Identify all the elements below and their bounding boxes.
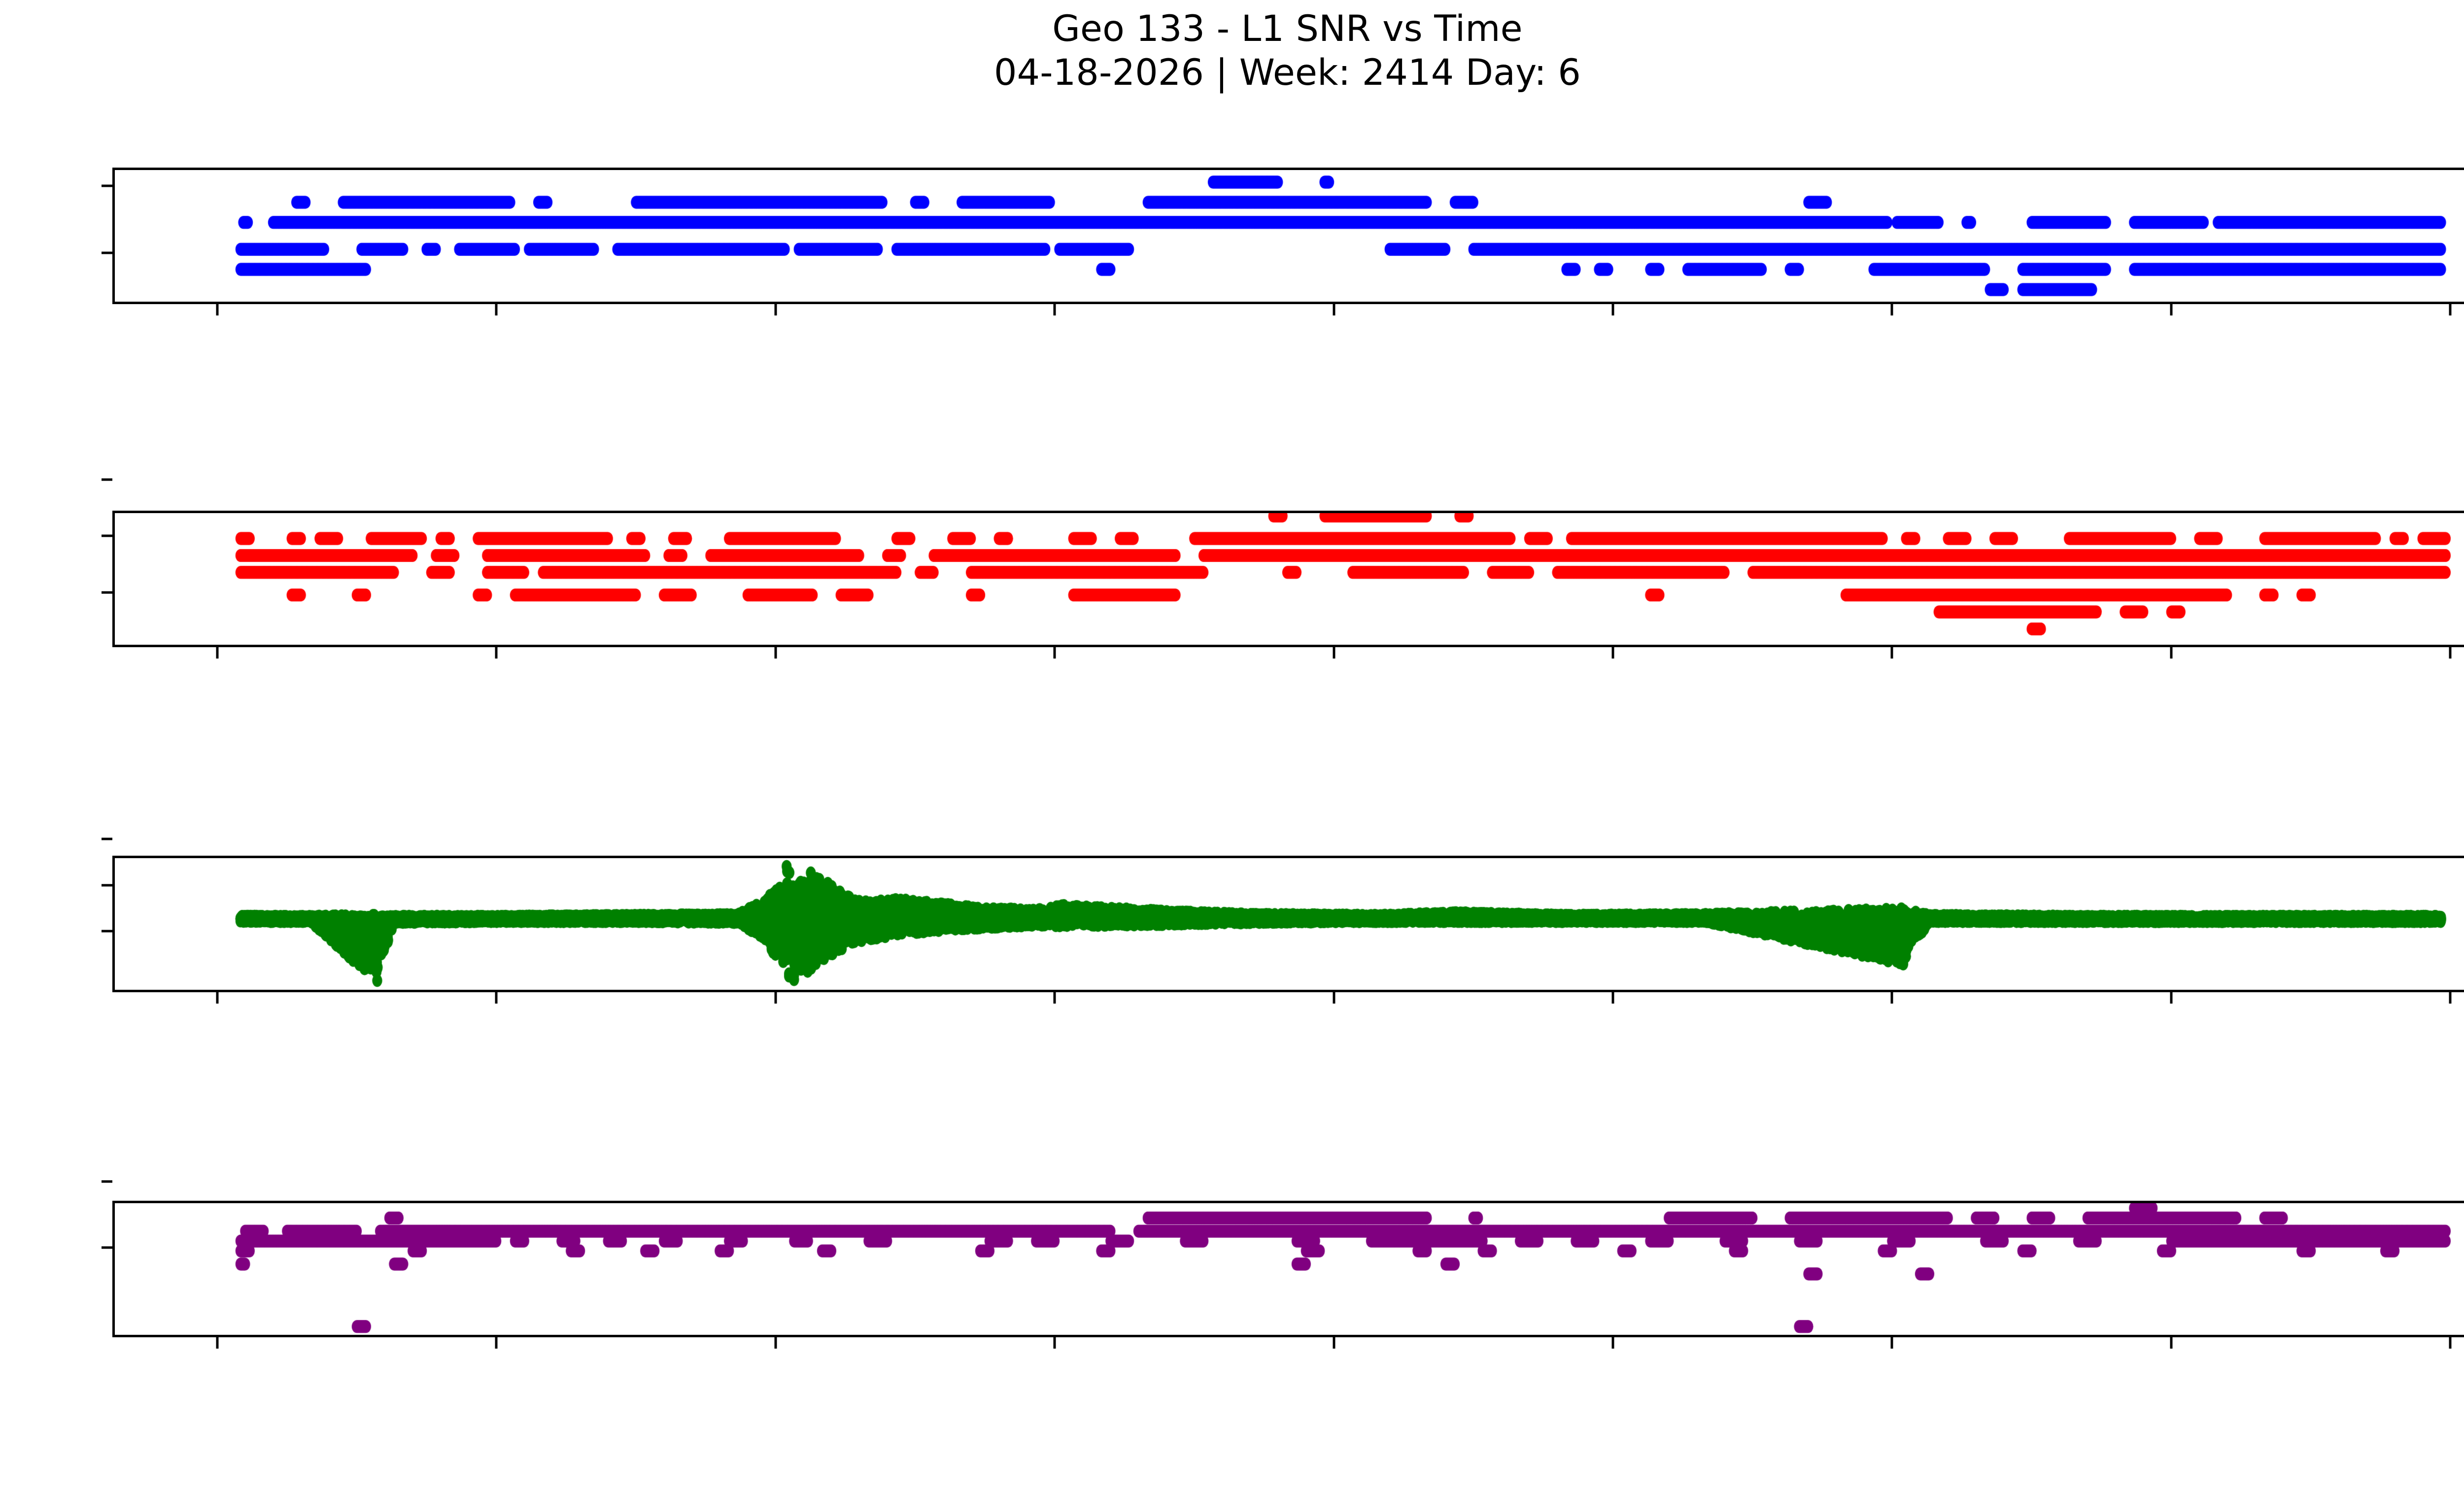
x-tick-mark [2170,1337,2173,1349]
x-tick-mark [774,992,777,1004]
plot-area[interactable] [112,1201,2464,1337]
scatter-layer [115,170,2464,302]
x-tick-mark [774,1337,777,1349]
x-tick-mark [774,304,777,315]
y-tick-mark [102,184,112,187]
x-tick-mark [1053,1337,1056,1349]
x-tick-mark [1890,647,1893,659]
x-tick-mark [2170,992,2173,1004]
x-tick-mark [1053,647,1056,659]
x-tick-mark [1611,1337,1614,1349]
x-tick-mark [216,304,219,315]
scatter-layer [115,858,2464,990]
x-tick-mark [2170,304,2173,315]
x-tick-mark [1053,304,1056,315]
x-tick-mark [1333,1337,1335,1349]
y-tick-mark [102,1246,112,1249]
y-tick-mark [102,1180,112,1183]
x-tick-mark [2449,647,2452,659]
x-tick-mark [216,647,219,659]
scatter-layer [115,513,2464,645]
y-tick-mark [102,837,112,840]
x-tick-mark [2449,992,2452,1004]
figure-suptitle: Geo 133 - L1 SNR vs Time 04-18-2026 | We… [0,7,2464,95]
x-tick-mark [2449,304,2452,315]
x-tick-mark [216,1337,219,1349]
x-tick-mark [495,1337,498,1349]
x-tick-mark [1611,647,1614,659]
x-tick-mark [1611,304,1614,315]
x-tick-mark [1890,992,1893,1004]
y-tick-mark [102,591,112,594]
x-tick-mark [2170,647,2173,659]
scatter-layer [115,1203,2464,1335]
y-tick-mark [102,534,112,537]
y-tick-mark [102,251,112,254]
plot-area[interactable] [112,168,2464,304]
y-tick-mark [102,930,112,933]
x-tick-mark [1333,304,1335,315]
suptitle-line-1: Geo 133 - L1 SNR vs Time [1052,8,1523,50]
x-tick-mark [495,304,498,315]
x-tick-mark [1053,992,1056,1004]
x-tick-mark [774,647,777,659]
x-tick-mark [1333,647,1335,659]
x-tick-mark [495,992,498,1004]
x-tick-mark [1333,992,1335,1004]
suptitle-line-2: 04-18-2026 | Week: 2414 Day: 6 [993,52,1581,94]
x-tick-mark [1890,1337,1893,1349]
x-tick-mark [1890,304,1893,315]
plot-area[interactable] [112,511,2464,647]
x-tick-mark [495,647,498,659]
x-tick-mark [216,992,219,1004]
plot-area[interactable] [112,856,2464,992]
x-tick-mark [1611,992,1614,1004]
x-tick-mark [2449,1337,2452,1349]
y-tick-mark [102,478,112,481]
y-tick-mark [102,884,112,887]
